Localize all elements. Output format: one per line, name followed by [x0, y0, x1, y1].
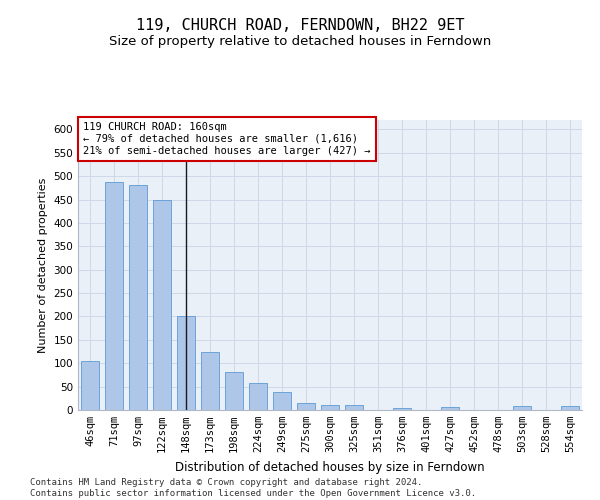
- Text: 119, CHURCH ROAD, FERNDOWN, BH22 9ET: 119, CHURCH ROAD, FERNDOWN, BH22 9ET: [136, 18, 464, 32]
- Bar: [177, 316, 195, 410]
- X-axis label: Distribution of detached houses by size in Ferndown: Distribution of detached houses by size …: [175, 460, 485, 473]
- Bar: [273, 392, 291, 410]
- Bar: [105, 182, 123, 410]
- Bar: [297, 402, 315, 410]
- Bar: [81, 361, 99, 410]
- Bar: [393, 408, 411, 410]
- Bar: [345, 406, 363, 410]
- Bar: [225, 372, 243, 410]
- Bar: [321, 406, 339, 410]
- Text: Contains HM Land Registry data © Crown copyright and database right 2024.
Contai: Contains HM Land Registry data © Crown c…: [30, 478, 476, 498]
- Bar: [249, 384, 267, 410]
- Bar: [153, 200, 171, 410]
- Bar: [201, 352, 219, 410]
- Text: Size of property relative to detached houses in Ferndown: Size of property relative to detached ho…: [109, 35, 491, 48]
- Y-axis label: Number of detached properties: Number of detached properties: [38, 178, 48, 352]
- Bar: [129, 184, 147, 410]
- Bar: [441, 406, 459, 410]
- Bar: [561, 406, 579, 410]
- Bar: [513, 406, 531, 410]
- Text: 119 CHURCH ROAD: 160sqm
← 79% of detached houses are smaller (1,616)
21% of semi: 119 CHURCH ROAD: 160sqm ← 79% of detache…: [83, 122, 370, 156]
